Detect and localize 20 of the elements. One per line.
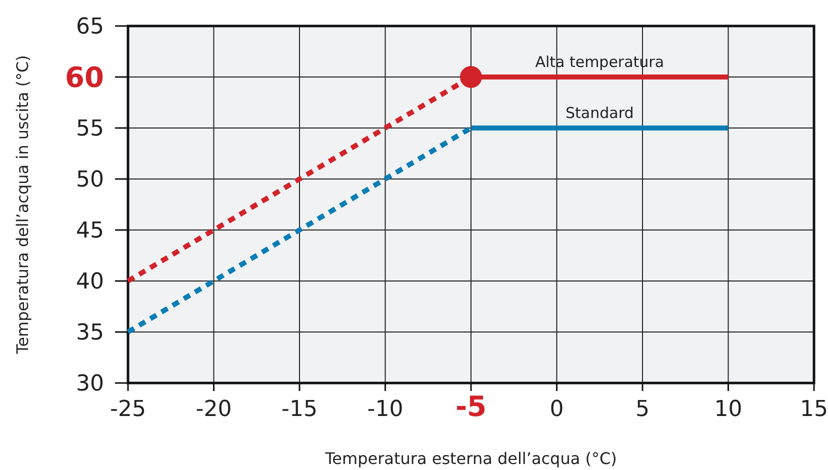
y-tick-label: 65 — [76, 14, 104, 40]
x-axis-title: Temperatura esterna dell’acqua (°C) — [324, 449, 617, 468]
x-tick-label: -15 — [282, 397, 318, 422]
y-tick-label: 35 — [76, 320, 104, 346]
x-tick-label: -5 — [455, 390, 487, 423]
x-tick-label: 10 — [714, 397, 742, 422]
x-tick-label: -10 — [367, 397, 404, 422]
x-tick-label: -20 — [196, 397, 232, 422]
y-tick-label: 60 — [65, 60, 104, 94]
x-tick-label: 5 — [636, 397, 650, 422]
y-tick-label: 30 — [76, 372, 104, 397]
y-tick-label: 45 — [76, 218, 104, 244]
y-tick-label: 40 — [76, 270, 104, 295]
x-tick-label: 15 — [800, 397, 828, 422]
x-tick-label: -25 — [110, 397, 146, 422]
y-axis-title: Temperatura dell’acqua in uscita (°C) — [13, 55, 32, 355]
y-tick-label: 50 — [76, 168, 104, 193]
x-tick-label: 0 — [550, 397, 564, 422]
series-label: Standard — [566, 104, 634, 122]
y-tick-label: 55 — [76, 116, 104, 142]
